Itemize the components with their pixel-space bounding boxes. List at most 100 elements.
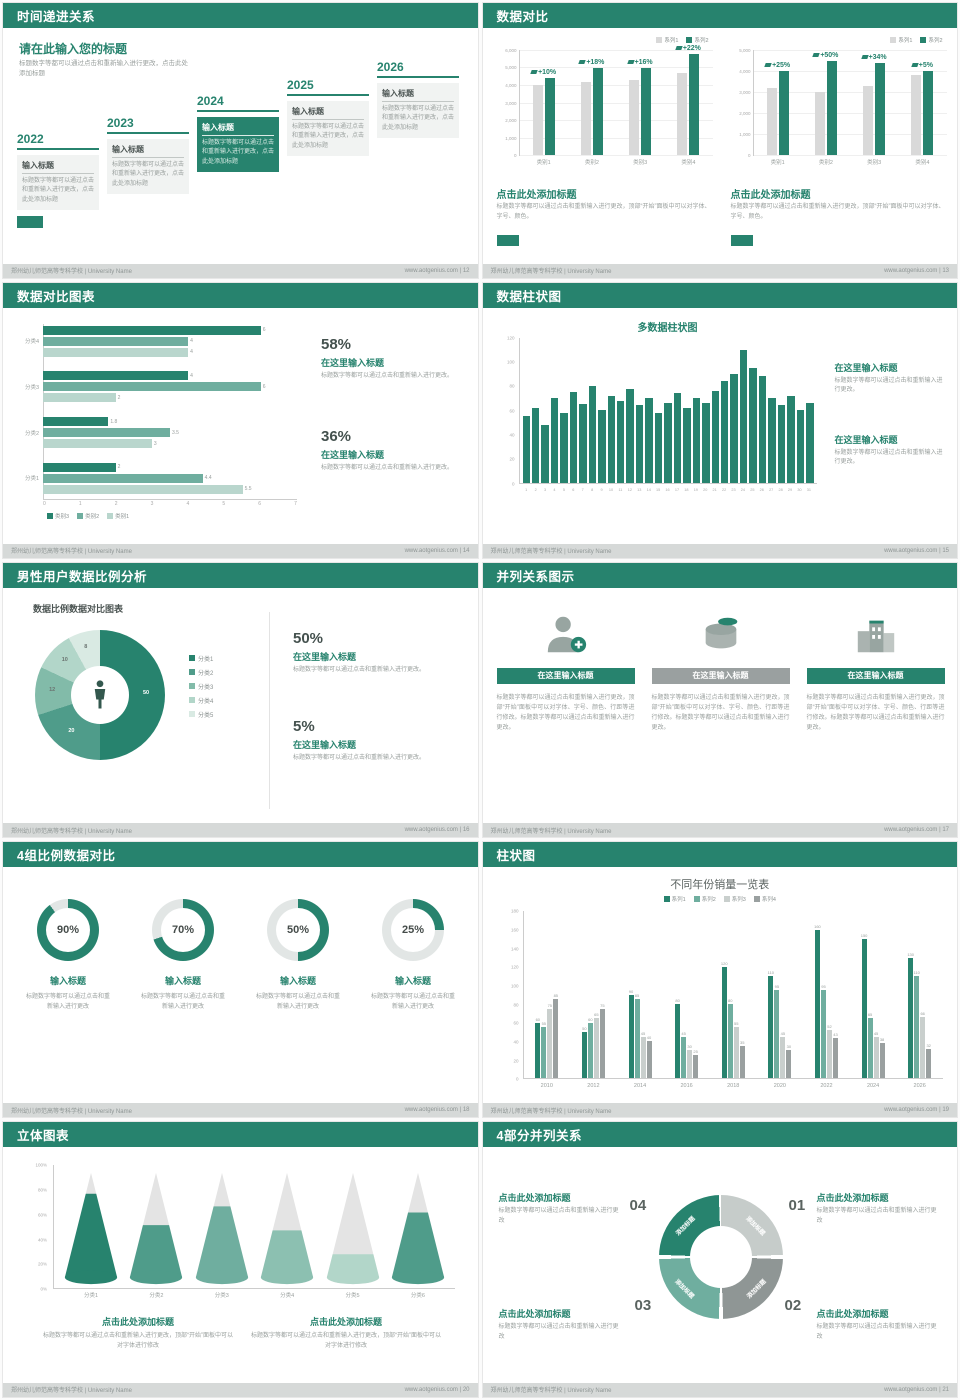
y-tick-label: 100	[506, 359, 515, 365]
gridline: 0	[748, 153, 947, 158]
item-title-button[interactable]: 在这里输入标题	[806, 667, 945, 684]
column-bar	[531, 407, 540, 483]
stat-title: 在这里输入标题	[293, 739, 357, 750]
item-title-button[interactable]: 在这里输入标题	[651, 667, 790, 684]
slide-18-ratio-rings[interactable]: 4组比例数据对比 90% 输入标题 标题数字等都可以通过点击和重新输入进行更改 …	[2, 841, 479, 1119]
legend-item: 分类5	[189, 710, 213, 719]
timeline-card: 输入标题 标题数字等都可以通过点击和重新输入进行更改，点击此处添加标题	[197, 117, 279, 172]
gridline: 2,000	[505, 118, 713, 123]
column-bar	[683, 407, 691, 483]
legend-item: 系列2	[920, 36, 943, 44]
bar-group: 160 95 52 43 2022	[803, 911, 850, 1089]
hbar-value-label: 4.4	[204, 475, 212, 482]
slide-21-four-part-circle[interactable]: 4部分并列关系 添加标题 添加标题 添加标题 添加标题 01 02 03 04 …	[481, 1121, 958, 1398]
x-year-label: 2016	[680, 1083, 693, 1090]
slide-body: 添加标题 添加标题 添加标题 添加标题 01 02 03 04 点击此处添加标题…	[483, 1147, 958, 1383]
grouped-bar-chart: 6,000 5,000 4,000 3,000 2,000 1,000 0 +10% 类别1 +1…	[493, 45, 715, 168]
donut-value-label: 50	[143, 689, 150, 696]
slide-12-time-progression[interactable]: 时间递进关系 请在此输入您的标题 标题数字等都可以通过点击和重新输入进行更改，点…	[2, 2, 479, 279]
stat-title: 在这里输入标题	[321, 357, 385, 368]
hbar-row: 4	[43, 371, 297, 381]
gridline: 3,000	[739, 90, 947, 95]
footer-school: 郑州幼儿师范高等专科学校 | University Name	[11, 269, 132, 276]
slide-title: 数据柱状图	[496, 289, 562, 304]
series-bar: 80	[675, 998, 681, 1079]
slide-header: 数据对比图表	[3, 282, 478, 308]
x-tick-label: 7	[294, 500, 297, 507]
hbar-bar	[43, 484, 243, 494]
ring-title: 输入标题	[49, 976, 86, 987]
series1-bar	[677, 72, 688, 155]
cone-chart: 100% 80% 60% 40% 20% 0% 分类1 分类2 分类3 分类4 分类5 分类6	[25, 1162, 455, 1311]
cone-item: 分类5	[324, 1168, 382, 1299]
value-label: 55	[541, 1021, 547, 1027]
hbar-bar	[43, 428, 170, 438]
hbar-row: 1.8	[43, 417, 297, 427]
y-tick-label: 80	[509, 383, 515, 389]
column-bar	[626, 388, 634, 483]
bar-group: 50 60 65 75 2012	[570, 911, 617, 1089]
series-bar: 35	[739, 1040, 745, 1079]
timeline-card-body: 标题数字等都可以通过点击和重新输入进行更改，点击此处添加标题	[202, 140, 275, 165]
y-tick-label: 120	[506, 335, 515, 341]
bar-group: 120 80 55 35 2018	[710, 911, 757, 1089]
slide-footer: 郑州幼儿师范高等专科学校 | University Name www.aotge…	[3, 1103, 478, 1118]
timeline-accent-chip	[17, 215, 43, 228]
slide-15-column-chart[interactable]: 数据柱状图 多数据柱状图 120 100 80 60 40 20 0 1 2 3 4 5 6 7 8 9 10…	[481, 281, 958, 559]
legend-label: 类别2	[85, 513, 100, 520]
series-bar: 25	[693, 1049, 699, 1079]
block-title: 点击此处添加标题	[101, 1317, 174, 1328]
column-bar	[645, 398, 653, 483]
footer-page: www.aotgenius.com | 17	[884, 827, 949, 834]
x-year-label: 2024	[866, 1083, 880, 1090]
bar-group: +10% 类别1	[520, 50, 568, 166]
item-body: 标题数字等都可以通过点击和重新输入进行更改，顶部“开始”面板中可以对字体、字号、…	[651, 694, 790, 732]
slide-16-male-ratio[interactable]: 男性用户数据比例分析 数据比例数据对比图表 50 20 12 10 8 分类1 分类2 分类…	[2, 561, 479, 839]
slide-14-hbar-chart[interactable]: 数据对比图表 分类4 6 4 4 分类3 4 6 2 分类2 1.8 3.5 3 分类1 2 4.4 5.5 …	[2, 281, 479, 559]
series1-bar	[532, 85, 543, 155]
value-label: 66	[920, 1011, 925, 1017]
hbar-value-label: 4	[190, 338, 193, 345]
slide-17-parallel-items[interactable]: 并列关系图示 在这里输入标题 标题数字等都可以通过点击和重新输入进行更改，顶部“…	[481, 561, 958, 839]
y-tick-label: 120	[510, 964, 519, 970]
delta-value: +25%	[772, 62, 791, 69]
legend-label: 系列3	[731, 897, 746, 904]
series-bar: 50	[581, 1026, 587, 1079]
gridline: 5,000	[739, 48, 947, 53]
bar-group: 110 95 45 30 2020	[757, 911, 804, 1089]
slide-19-grouped-columns[interactable]: 柱状图 不同年份销量一览表 系列1 系列2 系列3 系列4 180 160 140 120 1…	[481, 841, 958, 1119]
column-bar	[721, 381, 729, 483]
vertical-divider	[269, 611, 270, 810]
hbar-bar	[43, 417, 109, 427]
step-number-03: 03	[634, 1297, 652, 1315]
block-title: 点击此处添加标题	[816, 1309, 889, 1320]
hbar-bar	[43, 382, 261, 392]
item-title-button[interactable]: 在这里输入标题	[496, 667, 635, 684]
block-title: 点击此处添加标题	[496, 190, 577, 201]
legend-swatch	[189, 711, 195, 718]
value-label: 60	[535, 1016, 541, 1022]
timeline-diagram: 2022 输入标题 标题数字等都可以通过点击和重新输入进行更改，点击此处添加标题 20…	[3, 28, 478, 264]
hbar-bar	[43, 462, 116, 472]
y-tick-label: 100%	[35, 1162, 47, 1168]
slide-13-data-compare[interactable]: 数据对比 系列1 系列2 6,000 5,000 4,000 3,000 2,000 1,0…	[481, 2, 958, 279]
footer-page: www.aotgenius.com | 19	[884, 1107, 949, 1114]
chart-legend: 类别3 类别2 类别1	[47, 512, 129, 520]
value-label: 30	[687, 1044, 692, 1050]
legend-label: 分类4	[198, 698, 214, 705]
legend-item: 类别2	[77, 512, 99, 520]
cone-svg	[391, 1173, 445, 1285]
value-label: 52	[827, 1024, 832, 1030]
y-axis-ticks: 100% 80% 60% 40% 20% 0%	[25, 1162, 49, 1292]
series-bar: 55	[733, 1021, 739, 1079]
value-label: 43	[833, 1032, 838, 1038]
progress-ring: 90%	[37, 899, 99, 962]
bar-group: 150 65 45 38 2024	[850, 911, 897, 1089]
x-year-label: 2020	[773, 1083, 786, 1090]
hbar-value-label: 5.5	[244, 486, 252, 493]
y-tick-label: 6,000	[505, 48, 517, 53]
slide-20-cone-chart[interactable]: 立体图表 100% 80% 60% 40% 20% 0% 分类1 分类2 分类3 分类4 分类5 分…	[2, 1121, 479, 1398]
segment-label: 添加标题	[744, 1216, 767, 1238]
footer-school: 郑州幼儿师范高等专科学校 | University Name	[11, 549, 132, 556]
legend-item: 类别3	[47, 512, 69, 520]
